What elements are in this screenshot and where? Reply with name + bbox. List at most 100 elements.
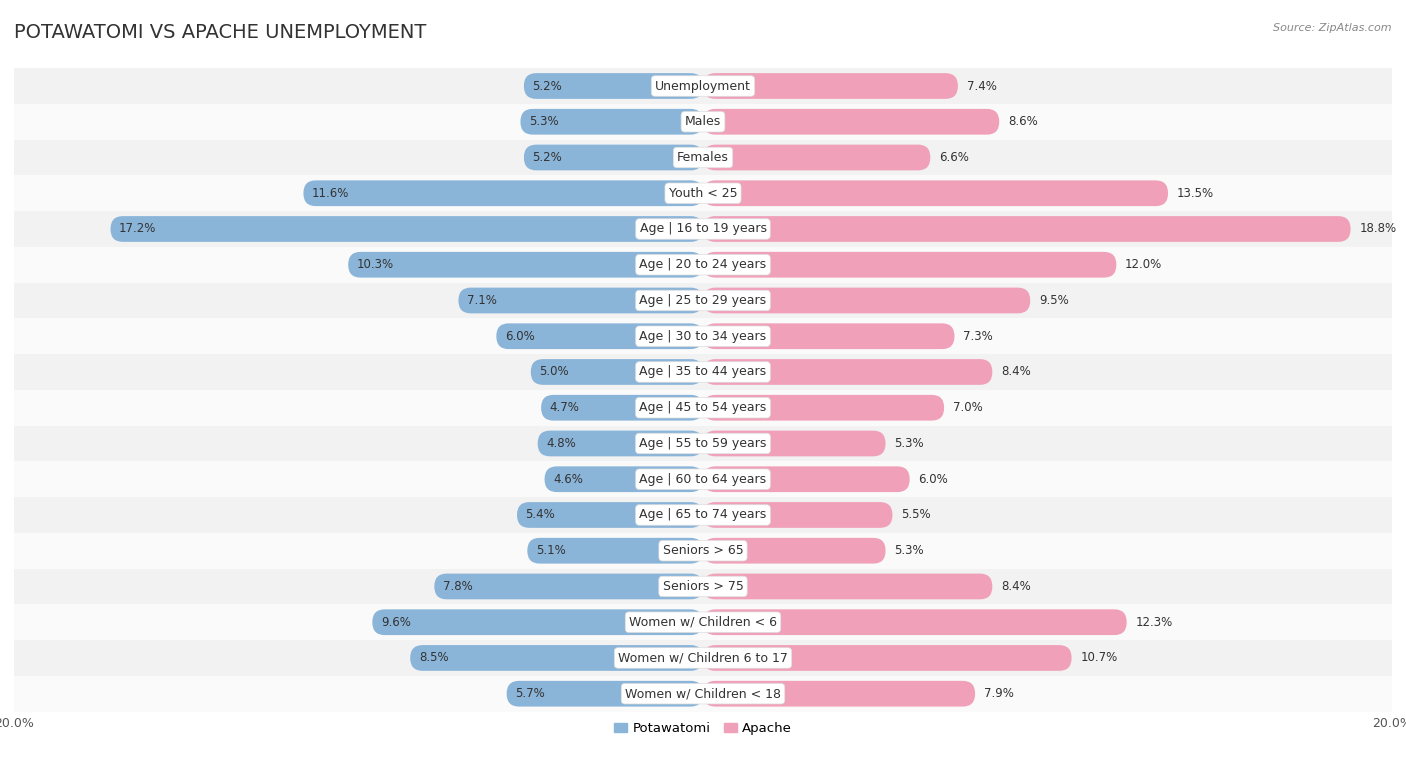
Text: Seniors > 65: Seniors > 65 <box>662 544 744 557</box>
FancyBboxPatch shape <box>703 109 1000 135</box>
Text: 6.0%: 6.0% <box>505 330 534 343</box>
FancyBboxPatch shape <box>703 217 1351 242</box>
FancyBboxPatch shape <box>458 288 703 313</box>
Text: Seniors > 75: Seniors > 75 <box>662 580 744 593</box>
FancyBboxPatch shape <box>304 180 703 206</box>
Text: Age | 30 to 34 years: Age | 30 to 34 years <box>640 330 766 343</box>
FancyBboxPatch shape <box>373 609 703 635</box>
FancyBboxPatch shape <box>531 359 703 385</box>
Bar <box>14 461 1392 497</box>
Text: 11.6%: 11.6% <box>312 187 350 200</box>
Text: Youth < 25: Youth < 25 <box>669 187 737 200</box>
FancyBboxPatch shape <box>524 73 703 99</box>
Bar <box>14 497 1392 533</box>
FancyBboxPatch shape <box>703 73 957 99</box>
FancyBboxPatch shape <box>703 538 886 563</box>
FancyBboxPatch shape <box>703 323 955 349</box>
FancyBboxPatch shape <box>703 645 1071 671</box>
Text: 10.3%: 10.3% <box>357 258 394 271</box>
Text: Age | 16 to 19 years: Age | 16 to 19 years <box>640 223 766 235</box>
Bar <box>14 247 1392 282</box>
Bar <box>14 569 1392 604</box>
Text: 7.1%: 7.1% <box>467 294 496 307</box>
FancyBboxPatch shape <box>506 681 703 706</box>
Text: 5.7%: 5.7% <box>515 687 546 700</box>
Bar <box>14 676 1392 712</box>
Text: 9.5%: 9.5% <box>1039 294 1069 307</box>
Bar <box>14 604 1392 640</box>
Text: Age | 35 to 44 years: Age | 35 to 44 years <box>640 366 766 378</box>
Bar <box>14 354 1392 390</box>
FancyBboxPatch shape <box>527 538 703 563</box>
Legend: Potawatomi, Apache: Potawatomi, Apache <box>609 717 797 740</box>
Text: 5.3%: 5.3% <box>894 544 924 557</box>
Text: 12.3%: 12.3% <box>1135 615 1173 629</box>
FancyBboxPatch shape <box>703 252 1116 278</box>
Text: 13.5%: 13.5% <box>1177 187 1213 200</box>
FancyBboxPatch shape <box>496 323 703 349</box>
FancyBboxPatch shape <box>517 502 703 528</box>
Text: 5.3%: 5.3% <box>894 437 924 450</box>
FancyBboxPatch shape <box>703 395 945 421</box>
FancyBboxPatch shape <box>111 217 703 242</box>
Text: Women w/ Children < 18: Women w/ Children < 18 <box>626 687 780 700</box>
Text: 12.0%: 12.0% <box>1125 258 1163 271</box>
Text: POTAWATOMI VS APACHE UNEMPLOYMENT: POTAWATOMI VS APACHE UNEMPLOYMENT <box>14 23 426 42</box>
Text: 4.8%: 4.8% <box>547 437 576 450</box>
Text: 6.6%: 6.6% <box>939 151 969 164</box>
Text: Age | 25 to 29 years: Age | 25 to 29 years <box>640 294 766 307</box>
FancyBboxPatch shape <box>524 145 703 170</box>
Text: 9.6%: 9.6% <box>381 615 411 629</box>
Text: Source: ZipAtlas.com: Source: ZipAtlas.com <box>1274 23 1392 33</box>
FancyBboxPatch shape <box>537 431 703 456</box>
Text: Women w/ Children < 6: Women w/ Children < 6 <box>628 615 778 629</box>
Text: 5.0%: 5.0% <box>540 366 569 378</box>
Text: Unemployment: Unemployment <box>655 79 751 92</box>
Text: 7.0%: 7.0% <box>953 401 983 414</box>
Text: Males: Males <box>685 115 721 128</box>
Bar <box>14 139 1392 176</box>
FancyBboxPatch shape <box>703 466 910 492</box>
Text: 7.8%: 7.8% <box>443 580 472 593</box>
Text: 5.2%: 5.2% <box>533 79 562 92</box>
Bar <box>14 390 1392 425</box>
Bar <box>14 533 1392 569</box>
Text: 7.9%: 7.9% <box>984 687 1014 700</box>
Text: 4.6%: 4.6% <box>553 472 583 486</box>
Text: 5.5%: 5.5% <box>901 509 931 522</box>
Text: 5.2%: 5.2% <box>533 151 562 164</box>
Text: 5.3%: 5.3% <box>529 115 558 128</box>
FancyBboxPatch shape <box>703 502 893 528</box>
Text: 5.1%: 5.1% <box>536 544 565 557</box>
Text: 4.7%: 4.7% <box>550 401 579 414</box>
Text: Age | 60 to 64 years: Age | 60 to 64 years <box>640 472 766 486</box>
FancyBboxPatch shape <box>520 109 703 135</box>
FancyBboxPatch shape <box>703 288 1031 313</box>
Text: Age | 45 to 54 years: Age | 45 to 54 years <box>640 401 766 414</box>
Text: 8.4%: 8.4% <box>1001 366 1031 378</box>
Bar <box>14 211 1392 247</box>
Text: 17.2%: 17.2% <box>120 223 156 235</box>
Bar <box>14 425 1392 461</box>
FancyBboxPatch shape <box>703 574 993 600</box>
FancyBboxPatch shape <box>703 180 1168 206</box>
Text: 7.3%: 7.3% <box>963 330 993 343</box>
Text: 6.0%: 6.0% <box>918 472 948 486</box>
Text: Females: Females <box>678 151 728 164</box>
FancyBboxPatch shape <box>411 645 703 671</box>
Text: Age | 20 to 24 years: Age | 20 to 24 years <box>640 258 766 271</box>
FancyBboxPatch shape <box>544 466 703 492</box>
FancyBboxPatch shape <box>349 252 703 278</box>
Bar <box>14 640 1392 676</box>
FancyBboxPatch shape <box>703 681 976 706</box>
Text: Age | 65 to 74 years: Age | 65 to 74 years <box>640 509 766 522</box>
Text: 5.4%: 5.4% <box>526 509 555 522</box>
FancyBboxPatch shape <box>703 609 1126 635</box>
Text: 18.8%: 18.8% <box>1360 223 1396 235</box>
Text: Age | 55 to 59 years: Age | 55 to 59 years <box>640 437 766 450</box>
Bar <box>14 319 1392 354</box>
Text: 8.5%: 8.5% <box>419 652 449 665</box>
FancyBboxPatch shape <box>434 574 703 600</box>
Bar <box>14 104 1392 139</box>
Bar <box>14 68 1392 104</box>
